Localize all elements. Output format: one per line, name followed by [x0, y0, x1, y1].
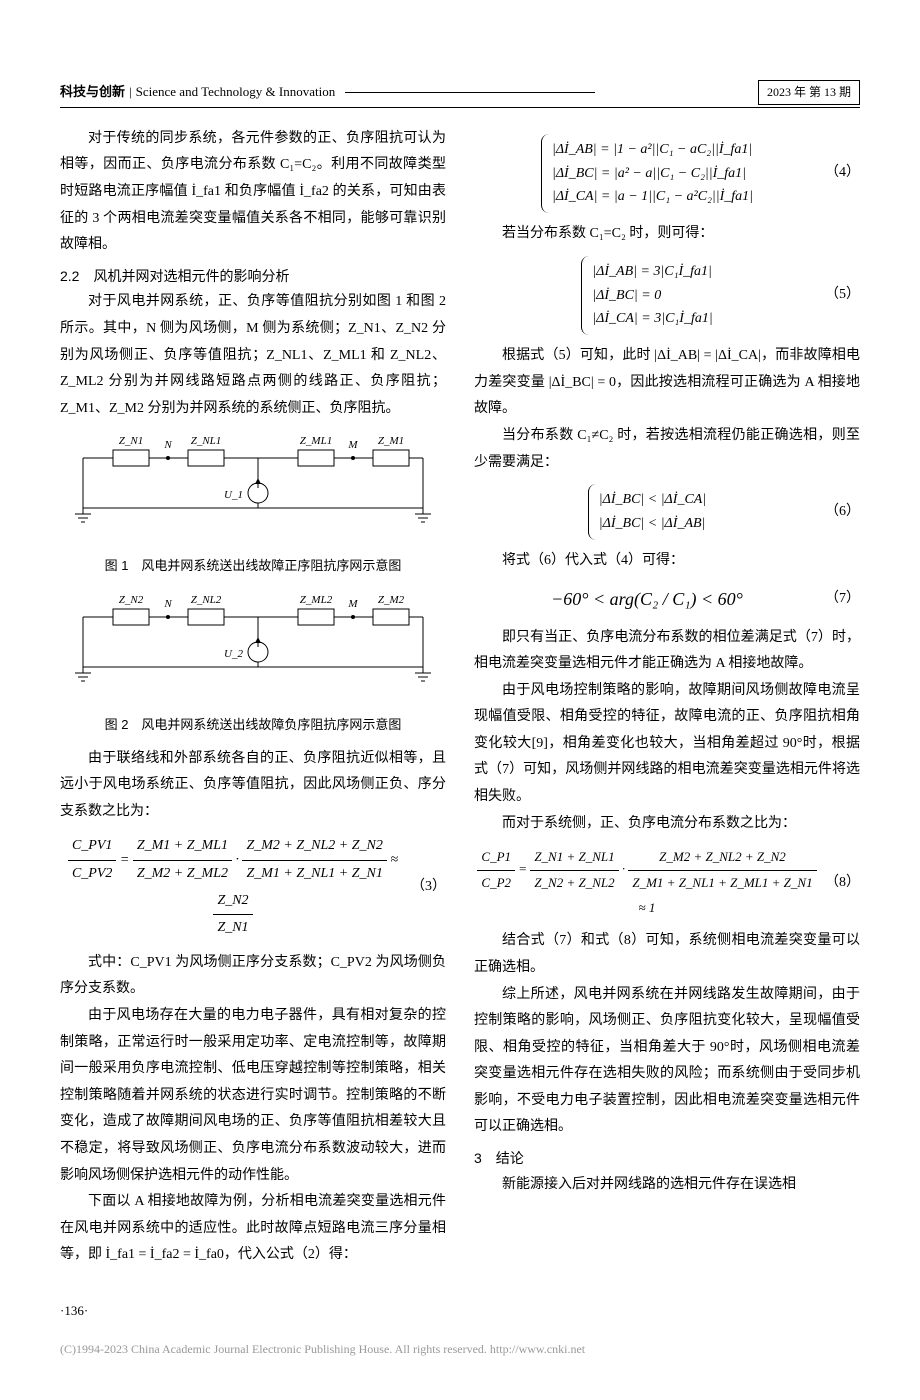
figure-1-circuit: Z_N1 N Z_NL1 Z_ML1 M Z_M1 U_1 — [73, 428, 433, 548]
left-column: 对于传统的同步系统，各元件参数的正、负序阻抗可认为相等，因而正、负序电流分布系数… — [60, 126, 446, 1269]
para: 对于传统的同步系统，各元件参数的正、负序阻抗可认为相等，因而正、负序电流分布系数… — [60, 126, 446, 259]
section-3-head: 3 结论 — [474, 1145, 860, 1172]
para: 式中：C_PV1 为风场侧正序分支系数；C_PV2 为风场侧负序分支系数。 — [60, 950, 446, 1003]
eq-number: （6） — [820, 499, 860, 526]
svg-text:Z_N2: Z_N2 — [119, 594, 144, 606]
svg-text:M: M — [347, 439, 358, 451]
para: 若当分布系数 C₁=C₂ 时，则可得： — [474, 221, 860, 248]
para: 新能源接入后对并网线路的选相元件存在误选相 — [474, 1172, 860, 1199]
para: 当分布系数 C₁≠C₂ 时，若按选相流程仍能正确选相，则至少需要满足： — [474, 423, 860, 476]
journal-cn: 科技与创新 — [60, 80, 125, 105]
figure-1-caption: 图 1 风电并网系统送出线故障正序阻抗序网示意图 — [60, 554, 446, 579]
para: 根据式（5）可知，此时 |Δİ_AB| = |Δİ_CA|，而非故障相电力差突变… — [474, 343, 860, 423]
svg-text:Z_ML2: Z_ML2 — [300, 594, 333, 606]
para: 结合式（7）和式（8）可知，系统侧相电流差突变量可以正确选相。 — [474, 928, 860, 981]
svg-text:Z_M2: Z_M2 — [378, 594, 405, 606]
eq-number: （8） — [820, 870, 860, 897]
issue-box: 2023 年 第 13 期 — [758, 80, 860, 105]
page-header: 科技与创新 | Science and Technology & Innovat… — [60, 80, 860, 108]
svg-text:Z_ML1: Z_ML1 — [300, 435, 332, 447]
journal-title: 科技与创新 | Science and Technology & Innovat… — [60, 80, 595, 105]
header-rule — [345, 92, 595, 93]
svg-text:M: M — [347, 598, 358, 610]
eq-number: （5） — [820, 282, 860, 309]
para: 由于风电场存在大量的电力电子器件，具有相对复杂的控制策略，正常运行时一般采用定功… — [60, 1003, 446, 1189]
figure-2-caption: 图 2 风电并网系统送出线故障负序阻抗序网示意图 — [60, 713, 446, 738]
equation-3: C_PV1C_PV2 = Z_M1 + Z_ML1Z_M2 + Z_ML2 · … — [60, 833, 446, 941]
journal-en: Science and Technology & Innovation — [136, 80, 336, 105]
equation-4: |Δİ_AB| = |1 − a²||C₁ − aC₂||İ_fa1| |Δİ_… — [474, 134, 860, 213]
svg-text:Z_M1: Z_M1 — [378, 435, 404, 447]
para: 而对于系统侧，正、负序电流分布系数之比为： — [474, 811, 860, 838]
para: 综上所述，风电并网系统在并网线路发生故障期间，由于控制策略的影响，风场侧正、负序… — [474, 982, 860, 1142]
equation-8: C_P1C_P2 = Z_N1 + Z_NL1Z_N2 + Z_NL2 · Z_… — [474, 845, 860, 920]
para: 下面以 A 相接地故障为例，分析相电流差突变量选相元件在风电并网系统中的适应性。… — [60, 1189, 446, 1269]
svg-text:U_1: U_1 — [224, 489, 243, 501]
figure-2-circuit: Z_N2 N Z_NL2 Z_ML2 M Z_M2 U_2 — [73, 587, 433, 707]
para: 将式（6）代入式（4）可得： — [474, 548, 860, 575]
svg-text:N: N — [163, 439, 172, 451]
equation-5: |Δİ_AB| = 3|C₁İ_fa1| |Δİ_BC| = 0 |Δİ_CA|… — [474, 256, 860, 335]
svg-text:Z_NL1: Z_NL1 — [191, 435, 222, 447]
copyright-line: (C)1994-2023 China Academic Journal Elec… — [60, 1338, 860, 1361]
eq-number: （3） — [406, 874, 446, 901]
para: 由于联络线和外部系统各自的正、负序阻抗近似相等，且远小于风电场系统正、负序等值阻… — [60, 746, 446, 826]
content-columns: 对于传统的同步系统，各元件参数的正、负序阻抗可认为相等，因而正、负序电流分布系数… — [60, 126, 860, 1269]
svg-text:U_2: U_2 — [224, 648, 243, 660]
para: 对于风电并网系统，正、负序等值阻抗分别如图 1 和图 2 所示。其中，N 侧为风… — [60, 289, 446, 422]
para: 由于风电场控制策略的影响，故障期间风场侧故障电流呈现幅值受限、相角受控的特征，故… — [474, 678, 860, 811]
para: 即只有当正、负序电流分布系数的相位差满足式（7）时，相电流差突变量选相元件才能正… — [474, 625, 860, 678]
eq-number: （7） — [820, 586, 860, 613]
page-number: ·136· — [60, 1299, 860, 1324]
section-2-2-head: 2.2 风机并网对选相元件的影响分析 — [60, 263, 446, 290]
right-column: |Δİ_AB| = |1 − a²||C₁ − aC₂||İ_fa1| |Δİ_… — [474, 126, 860, 1269]
eq-number: （4） — [820, 160, 860, 187]
svg-text:N: N — [163, 598, 172, 610]
equation-6: |Δİ_BC| < |Δİ_CA| |Δİ_BC| < |Δİ_AB| （6） — [474, 484, 860, 540]
svg-text:Z_N1: Z_N1 — [119, 435, 143, 447]
equation-7: −60° < arg(C₂ / C₁) < 60° （7） — [474, 582, 860, 616]
svg-text:Z_NL2: Z_NL2 — [191, 594, 222, 606]
